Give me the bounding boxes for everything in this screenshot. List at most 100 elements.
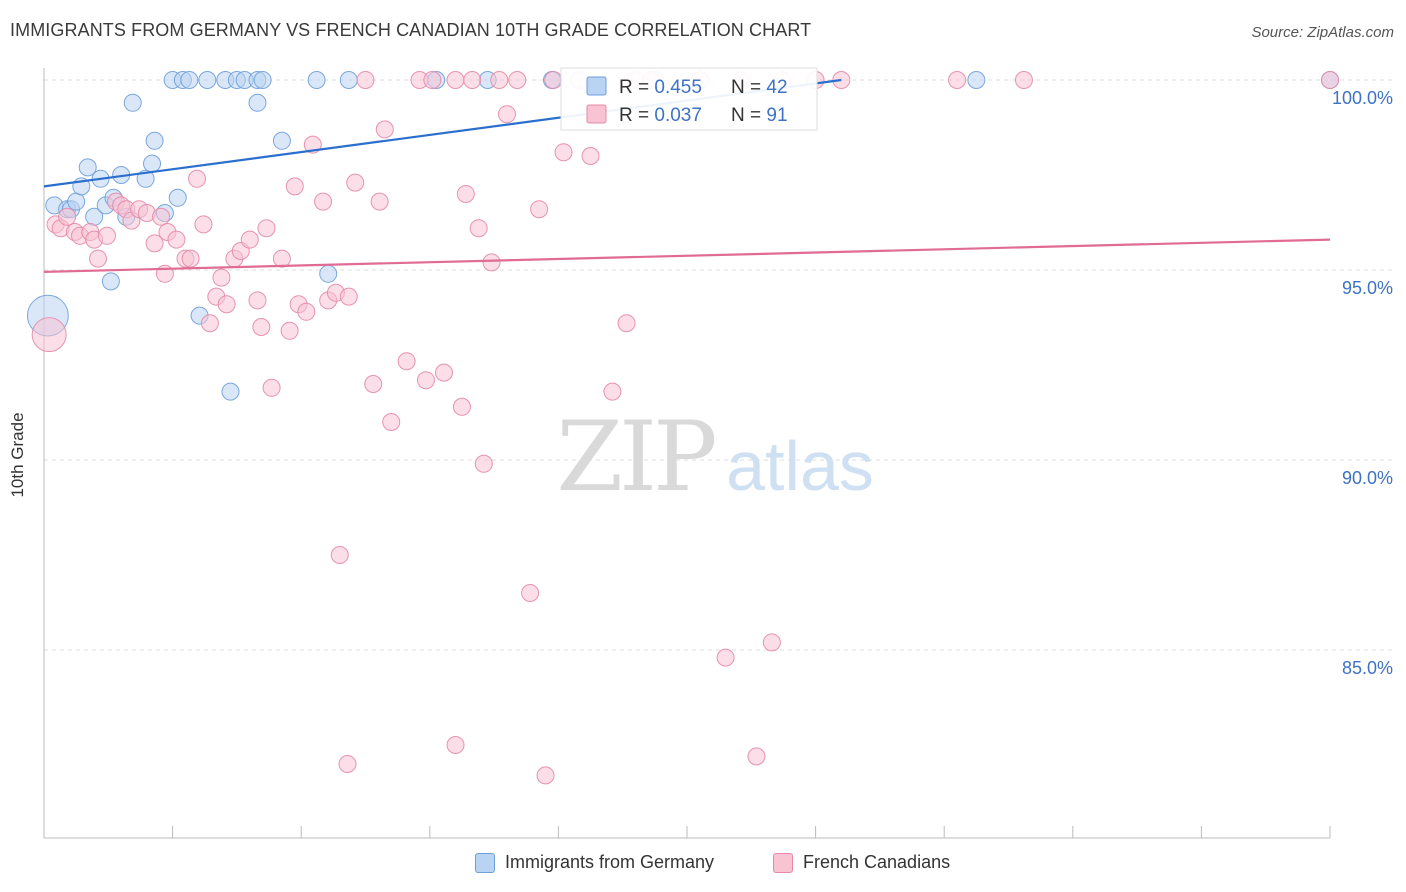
french-canadian-point <box>508 71 527 89</box>
chart-title: IMMIGRANTS FROM GERMANY VS FRENCH CANADI… <box>10 20 812 40</box>
germany-point <box>307 71 326 89</box>
french-canadian-point <box>456 185 475 203</box>
legend-item-french-canadians: French Canadians <box>773 852 950 873</box>
germany-point <box>78 158 97 177</box>
french-canadian-point <box>303 135 322 154</box>
french-canadian-point <box>280 321 299 340</box>
french-canadian-point <box>194 215 213 234</box>
watermark-zip: ZIP <box>556 401 715 513</box>
germany-point <box>168 188 187 207</box>
french-canadian-point <box>257 219 276 238</box>
french-canadian-point <box>423 71 442 89</box>
germany-point <box>145 131 164 150</box>
french-canadian-point <box>948 71 967 89</box>
french-canadian-point <box>490 71 509 89</box>
germany-point <box>319 264 338 283</box>
french-canadian-point <box>338 755 357 773</box>
french-canadian-point <box>382 413 401 431</box>
y-tick-label: 90.0% <box>1342 468 1393 488</box>
french-canadian-point <box>240 230 259 249</box>
y-tick-label: 85.0% <box>1342 658 1393 678</box>
germany-point <box>253 71 272 89</box>
french-canadian-point <box>463 71 482 89</box>
french-canadian-point <box>217 295 236 314</box>
legend: Immigrants from Germany French Canadians <box>0 852 1406 878</box>
french-canadian-point <box>364 375 383 393</box>
french-canadian-point <box>497 105 516 124</box>
scatter-chart: ZIP atlas 100.0%95.0%90.0%85.0%0.0%100.0… <box>26 67 1395 839</box>
french-canadian-point <box>248 291 267 310</box>
french-canadian-point <box>98 226 117 245</box>
french-canadian-trend-line <box>43 238 1331 273</box>
french-canadian-point <box>747 747 766 766</box>
gridlines <box>44 79 1395 651</box>
french-canadian-point <box>521 584 540 602</box>
y-tick-label: 95.0% <box>1342 278 1393 298</box>
french-canadian-point <box>581 147 600 165</box>
french-canadian-point <box>252 318 271 336</box>
french-canadian-point <box>1321 71 1339 89</box>
french-canadian-point <box>181 249 200 268</box>
germany-point <box>136 169 155 188</box>
stats-swatch <box>586 76 607 96</box>
french-canadian-point <box>346 173 365 192</box>
french-canadian-point <box>152 207 171 226</box>
french-canadian-point <box>31 317 67 353</box>
french-canadian-point <box>262 378 281 397</box>
germany-point <box>339 71 358 89</box>
french-canadian-point <box>617 314 636 333</box>
source-label: Source: ZipAtlas.com <box>1251 24 1394 41</box>
french-canadian-point <box>482 253 501 272</box>
french-canadian-point <box>188 169 207 188</box>
french-canadian-point <box>716 648 735 667</box>
legend-swatch-french-canadians <box>773 852 793 873</box>
legend-label-french-canadians: French Canadians <box>803 852 951 872</box>
french-canadian-point <box>762 633 781 652</box>
french-canadian-point <box>544 71 563 89</box>
french-canadian-point <box>474 454 493 473</box>
germany-point <box>67 192 86 211</box>
stats-row: R = 0.037 N = 91 <box>619 105 788 126</box>
stats-row: R = 0.455 N = 42 <box>619 77 788 98</box>
french-canadian-point <box>356 71 375 89</box>
legend-label-germany: Immigrants from Germany <box>505 852 715 872</box>
axes <box>43 68 1331 839</box>
stats-swatch <box>586 104 607 124</box>
french-canadian-point <box>58 207 77 226</box>
germany-point <box>198 71 217 89</box>
french-canadian-point <box>446 736 465 754</box>
french-canadian-point <box>339 287 358 306</box>
germany-point <box>967 71 986 89</box>
french-canadian-point <box>416 371 435 390</box>
french-canadian-point <box>452 397 471 416</box>
french-canadian-point <box>167 230 186 249</box>
tick-labels: 100.0%95.0%90.0%85.0%0.0%100.0% <box>1332 88 1393 678</box>
french-canadian-point <box>200 314 219 333</box>
french-canadian-point <box>375 120 394 139</box>
germany-point <box>101 272 120 291</box>
french-canadian-point <box>145 234 164 253</box>
watermark: ZIP atlas <box>556 401 874 513</box>
french-canadian-point <box>370 192 389 211</box>
germany-point <box>180 71 199 89</box>
germany-point <box>272 131 291 150</box>
stats-legend-box: R = 0.455 N = 42 R = 0.037 N = 91 <box>560 67 818 131</box>
germany-point <box>123 93 142 112</box>
french-canadian-point <box>397 352 416 371</box>
watermark-atlas: atlas <box>726 427 874 505</box>
french-canadian-point <box>434 363 453 382</box>
french-canadian-point <box>554 143 573 162</box>
y-tick-label: 100.0% <box>1332 88 1393 108</box>
french-canadian-point <box>330 546 349 564</box>
french-canadian-point <box>530 200 549 219</box>
germany-point <box>248 93 267 112</box>
french-canadian-point <box>212 268 231 287</box>
french-canadian-point <box>285 177 304 196</box>
french-canadian-point <box>469 219 488 238</box>
french-canadian-point <box>446 71 465 89</box>
french-canadian-point <box>536 766 555 785</box>
french-canadian-point <box>89 249 108 268</box>
germany-point <box>143 154 162 173</box>
french-canadian-point <box>272 249 291 268</box>
french-canadian-point <box>314 192 333 211</box>
